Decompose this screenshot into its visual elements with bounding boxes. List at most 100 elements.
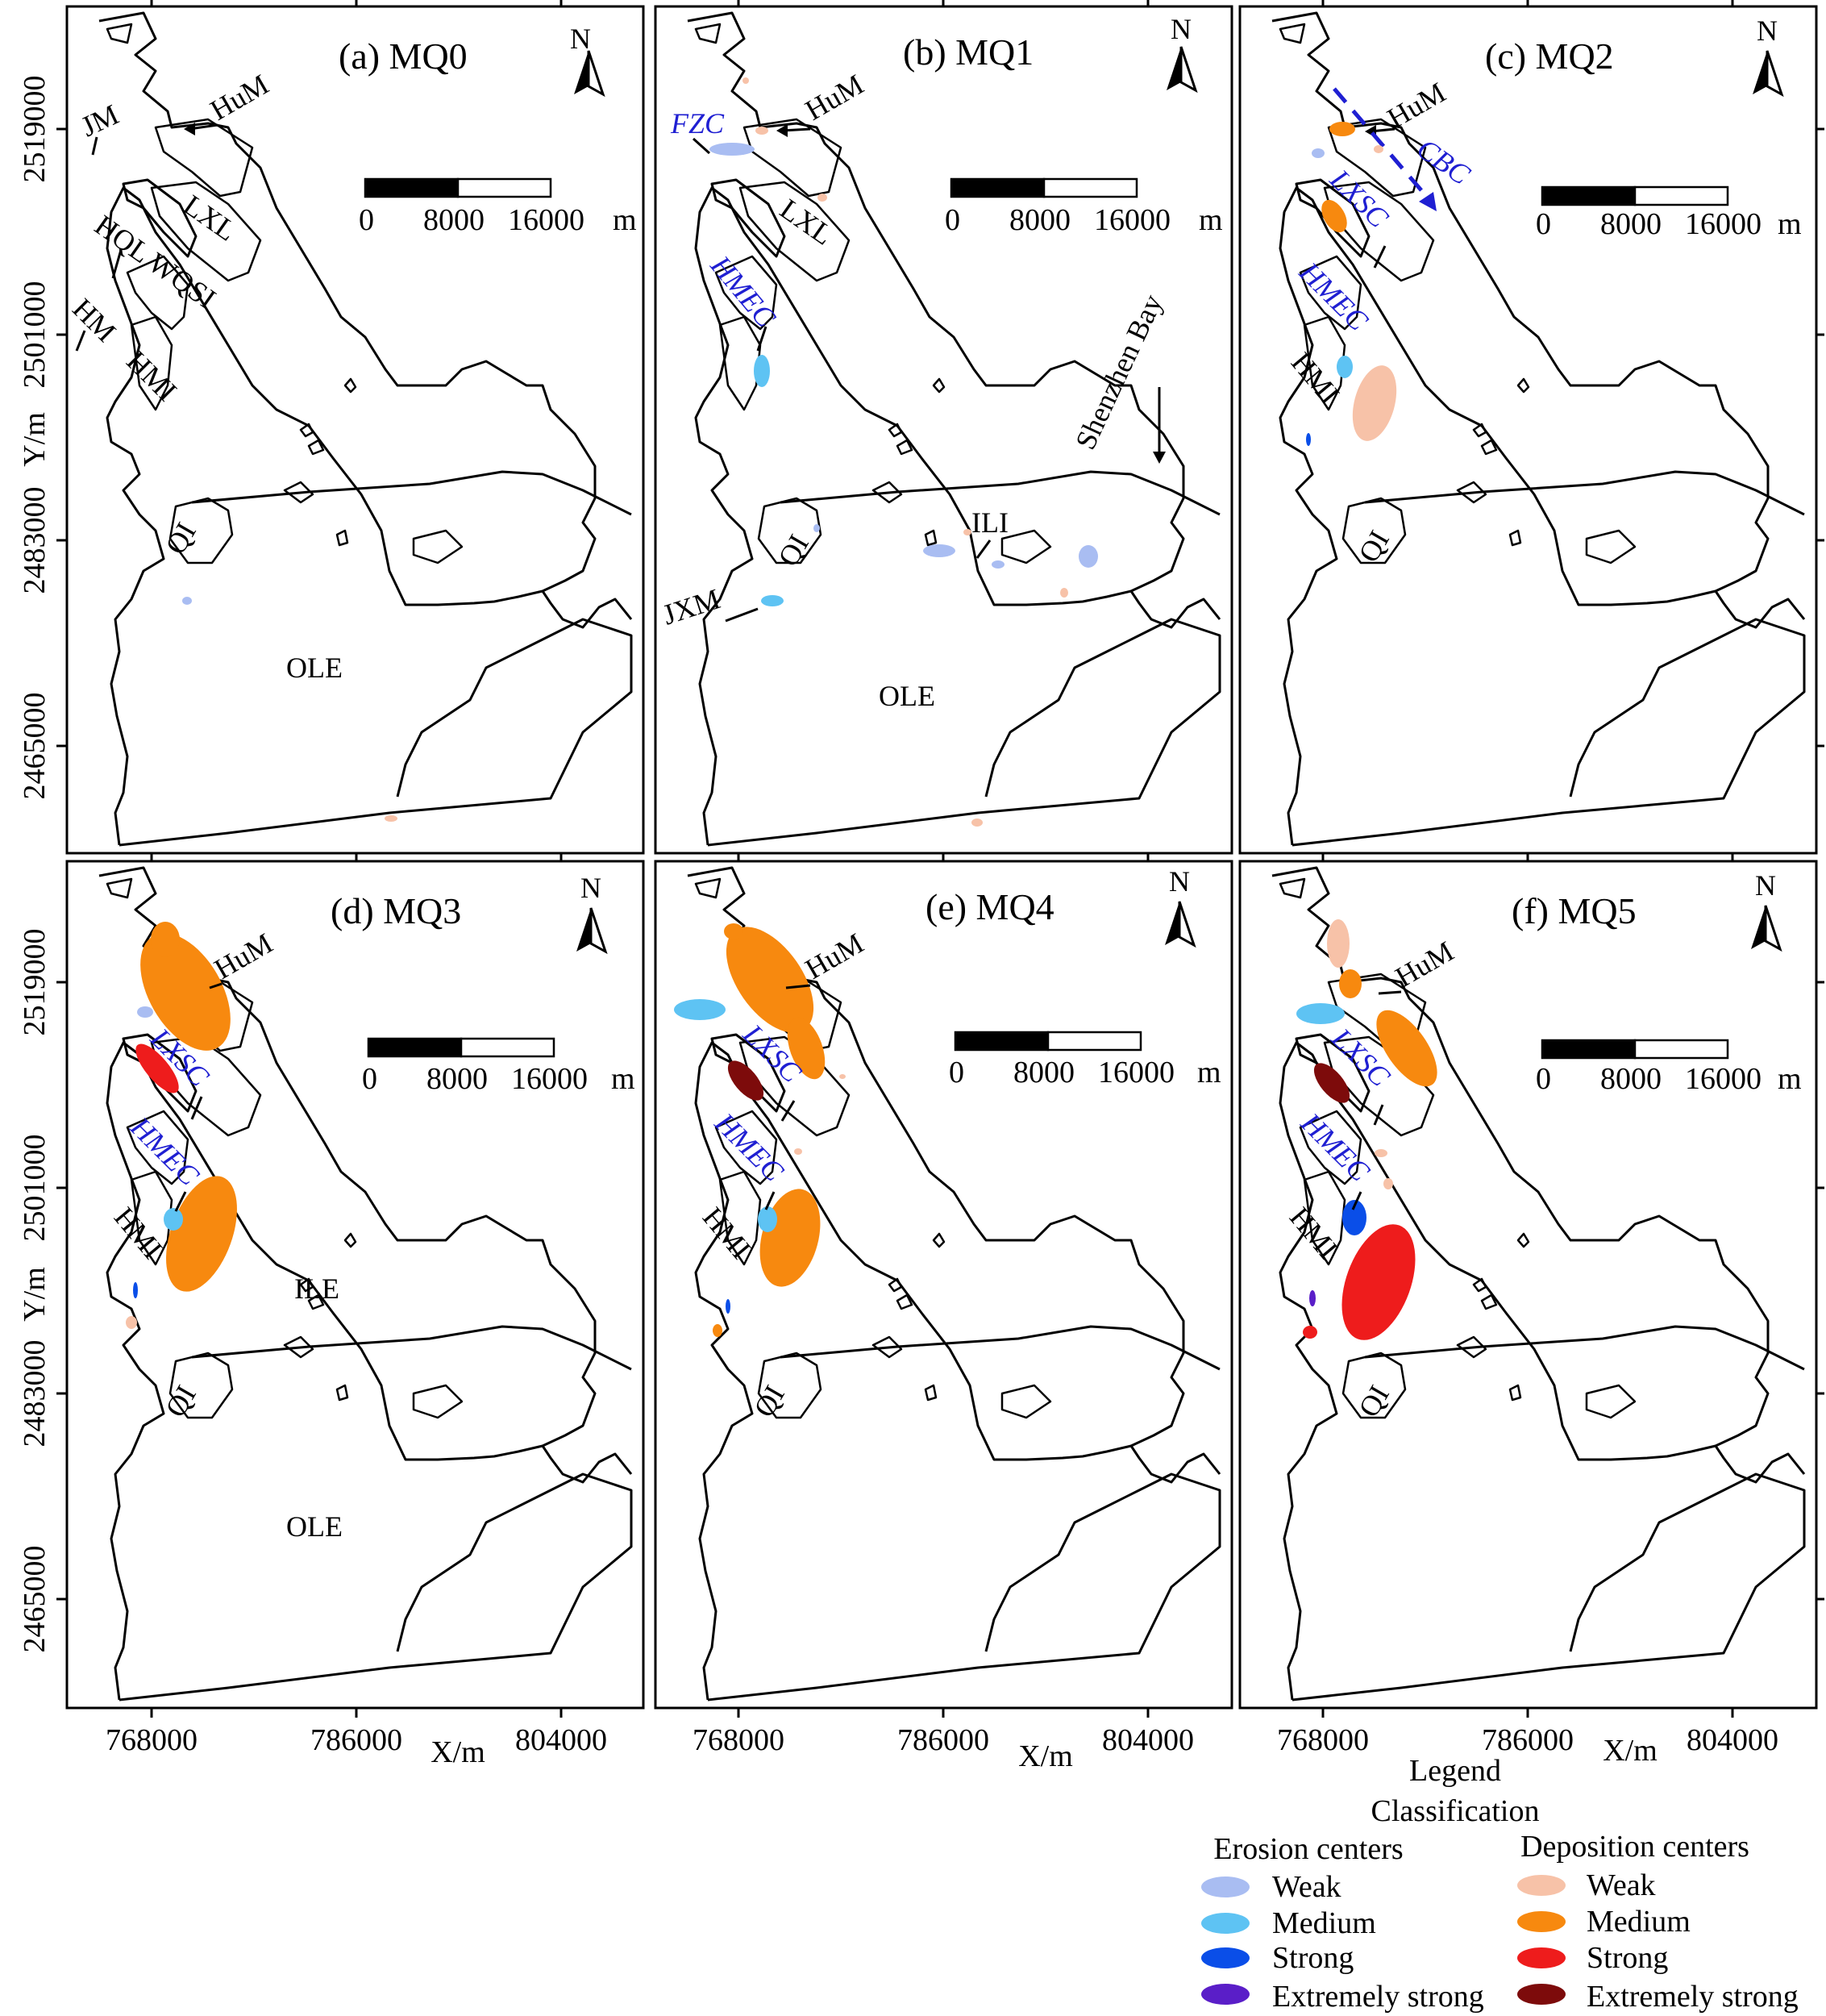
legend-swatch-erosion-weak (1201, 1876, 1250, 1897)
deposition-weak-patch (794, 1148, 802, 1155)
deposition-medium-patch (140, 933, 231, 1051)
erosion-weak-patch (992, 560, 1005, 569)
deposition-strong-patch (1341, 1224, 1416, 1340)
erosion-medium-patch (1296, 1003, 1345, 1024)
erosion-extreme-patch (1309, 1290, 1316, 1306)
label-ile: ILE (294, 1272, 339, 1305)
x-axis-label: X/m (1603, 1734, 1658, 1768)
scale-mid: 8000 (426, 1062, 488, 1096)
y-axis-label: Y/m (18, 412, 52, 467)
deposition-medium-patch (1329, 122, 1355, 136)
x-axis-top-ticks (150, 0, 1734, 861)
scale-zero: 0 (1536, 207, 1551, 241)
deposition-weak-patch (1374, 145, 1383, 153)
legend-swatch-deposition-extreme (1517, 1984, 1566, 2005)
deposition-strong-patch (135, 1043, 179, 1093)
deposition-medium-patch (1376, 1010, 1437, 1087)
deposition-medium-patch (1339, 969, 1362, 998)
deposition-weak-patch (742, 77, 749, 84)
deposition-weak-patch (126, 1316, 137, 1329)
scale-zero: 0 (949, 1056, 964, 1089)
y-tick-label: 2501000 (18, 281, 52, 389)
y-axis-label: Y/m (18, 1267, 52, 1322)
deposition-weak-patch (755, 127, 768, 135)
x-tick-label: 786000 (310, 1723, 402, 1757)
legend-erosion-medium: Medium (1272, 1906, 1376, 1940)
deposition-medium-patch (713, 1324, 722, 1337)
scale-unit: m (1197, 1056, 1221, 1089)
north-label: N (570, 23, 591, 55)
x-axis-label: X/m (431, 1735, 485, 1769)
legend-deposition-strong: Strong (1587, 1941, 1668, 1975)
erosion-strong-patch (1306, 433, 1311, 446)
legend: Legend Classification Erosion centers De… (1201, 1754, 1799, 2014)
scale-max: 16000 (1094, 203, 1171, 237)
erosion-strong-patch (1342, 1200, 1366, 1235)
erosion-weak-patch (1079, 545, 1098, 568)
deposition-medium-patch (1321, 199, 1347, 233)
scale-unit: m (613, 203, 637, 237)
north-label: N (1171, 13, 1192, 45)
erosion-medium-patch (761, 595, 784, 606)
legend-erosion-weak: Weak (1272, 1870, 1341, 1904)
scale-max: 16000 (1098, 1056, 1175, 1089)
legend-erosion-extreme: Extremely strong (1272, 1980, 1484, 2014)
x-tick-label: 786000 (897, 1723, 989, 1757)
scale-bar (954, 1031, 1142, 1052)
label-ole: OLE (879, 680, 935, 712)
erosion-weak-patch (813, 524, 820, 532)
deposition-weak-patch (1060, 588, 1068, 598)
scale-mid: 8000 (423, 203, 485, 237)
deposition-weak-patch (1352, 365, 1397, 441)
scale-unit: m (1778, 1062, 1802, 1096)
x-tick-label: 804000 (1102, 1723, 1194, 1757)
deposition-weak-patch (971, 818, 983, 827)
legend-deposition-extreme: Extremely strong (1587, 1980, 1799, 2014)
deposition-medium-patch (787, 1017, 826, 1080)
x-axis-bottom: 768000 786000 804000 X/m 768000 786000 8… (106, 1708, 1778, 1773)
legend-swatch-erosion-strong (1201, 1947, 1250, 1968)
erosion-weak-patch (182, 597, 192, 605)
y-tick-label: 2519000 (18, 76, 52, 183)
scale-bar (950, 177, 1138, 198)
y-tick-label: 2465000 (18, 1546, 52, 1653)
scale-mid: 8000 (1013, 1056, 1075, 1089)
legend-erosion-strong: Strong (1272, 1941, 1354, 1975)
scale-bar (1541, 1039, 1729, 1060)
erosion-weak-patch (709, 143, 755, 156)
panel-b-frame (654, 5, 1233, 855)
scale-zero: 0 (1536, 1062, 1551, 1096)
scale-unit: m (1778, 207, 1802, 241)
erosion-strong-patch (133, 1282, 138, 1298)
erosion-medium-patch (754, 355, 770, 387)
scale-mid: 8000 (1009, 203, 1071, 237)
panel-c-frame (1238, 5, 1818, 855)
x-tick-label: 786000 (1482, 1723, 1574, 1757)
deposition-weak-patch (1375, 1149, 1387, 1157)
label-ili: ILI (971, 506, 1009, 539)
x-axis-label: X/m (1018, 1739, 1073, 1773)
erosion-weak-patch (1312, 148, 1325, 158)
y-axis-right-ticks (1816, 127, 1824, 1601)
panel-e-title: (e) MQ4 (925, 886, 1054, 927)
panel-a-title: (a) MQ0 (339, 35, 468, 77)
deposition-extreme-patch (727, 1060, 764, 1101)
scale-mid: 8000 (1600, 1062, 1662, 1096)
scale-zero: 0 (362, 1062, 377, 1096)
erosion-medium-patch (1337, 356, 1353, 378)
x-tick-label: 804000 (1687, 1723, 1778, 1757)
label-ole: OLE (286, 652, 343, 684)
deposition-extreme-patch (1313, 1063, 1350, 1103)
deposition-medium-patch (724, 923, 743, 939)
scale-bar (367, 1037, 555, 1058)
legend-deposition-weak: Weak (1587, 1868, 1656, 1902)
y-axis-top: 2519000 2501000 2483000 2465000 Y/m (18, 76, 67, 800)
panel-f-title: (f) MQ5 (1512, 890, 1637, 931)
x-tick-label: 768000 (693, 1723, 784, 1757)
legend-swatch-erosion-extreme (1201, 1984, 1250, 2005)
deposition-strong-patch (1303, 1326, 1317, 1339)
erosion-weak-patch (137, 1006, 153, 1018)
y-tick-label: 2501000 (18, 1135, 52, 1242)
deposition-weak-patch (385, 815, 397, 822)
legend-deposition-header: Deposition centers (1520, 1830, 1749, 1864)
